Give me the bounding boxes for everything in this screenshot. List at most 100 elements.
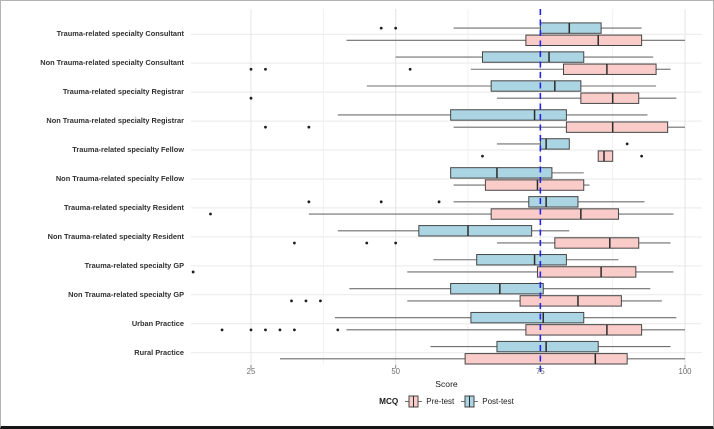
- box-rect: [562, 63, 657, 75]
- box-rect: [476, 254, 567, 266]
- x-tick-label: 100: [678, 367, 692, 376]
- boxplot-pre-test-row1: [346, 34, 686, 46]
- box-rect: [450, 167, 553, 179]
- box-rect: [484, 179, 585, 191]
- category-label: Non Trauma-related specialty Fellow: [55, 173, 184, 183]
- boxplot-pre-test-row4: [264, 121, 686, 133]
- pretest-boxplot-key-icon: [405, 395, 423, 408]
- boxplot-pre-test-row8: [293, 237, 671, 249]
- outlier-dot: [307, 200, 311, 204]
- boxplot-post-test-row12: [430, 340, 671, 353]
- outlier-dot: [640, 154, 644, 158]
- outlier-dot: [278, 328, 282, 332]
- legend-item-posttest: Post-test: [461, 395, 514, 408]
- x-axis-title: Score: [435, 379, 458, 389]
- category-label: Non Trauma-related specialty Resident: [47, 231, 184, 241]
- box-rect: [554, 237, 640, 249]
- box-rect: [418, 225, 533, 237]
- box-rect: [490, 208, 619, 220]
- boxplot-post-test-row11: [334, 311, 677, 324]
- box-rect: [525, 34, 643, 46]
- legend-title: MCQ: [379, 397, 399, 406]
- category-label: Rural Practice: [134, 347, 184, 357]
- box-rect: [565, 121, 669, 133]
- boxplot-pre-test-row6: [453, 179, 590, 191]
- outlier-dot: [307, 125, 311, 129]
- outlier-dot: [304, 299, 308, 303]
- outlier-dot: [264, 125, 267, 129]
- legend-label-pretest: Pre-test: [426, 397, 455, 406]
- box-rect: [490, 80, 582, 92]
- boxplot-pre-test-row3: [249, 92, 677, 104]
- outlier-dot: [264, 67, 267, 71]
- box-rect: [536, 266, 637, 278]
- boxplot-post-test-row3: [366, 80, 657, 92]
- boxplot-post-test-row1: [379, 22, 642, 34]
- category-label: Trauma-related specialty GP: [84, 260, 184, 270]
- category-label: Trauma-related specialty Registrar: [62, 87, 184, 97]
- outlier-dot: [293, 328, 296, 332]
- box-rect: [528, 196, 579, 208]
- outlier-dot: [249, 67, 253, 71]
- boxplot-pre-test-row9: [191, 266, 674, 278]
- box-rect: [464, 353, 628, 365]
- outlier-dot: [408, 67, 412, 71]
- category-label: Trauma-related specialty Consultant: [56, 29, 184, 39]
- boxplot-post-test-row9: [433, 254, 619, 266]
- posttest-boxplot-key-icon: [461, 395, 479, 408]
- legend-label-posttest: Post-test: [482, 397, 514, 406]
- boxplot-post-test-row2: [395, 51, 654, 63]
- box-rect: [481, 51, 585, 63]
- box-rect: [597, 150, 614, 162]
- outlier-dot: [379, 200, 383, 204]
- outlier-dot: [437, 200, 441, 204]
- boxplot-pre-test-row2: [249, 63, 671, 75]
- legend-item-pretest: Pre-test: [405, 395, 454, 408]
- category-label: Non Trauma-related specialty Registrar: [46, 116, 184, 126]
- outlier-dot: [625, 142, 629, 146]
- boxplot-post-test-row4: [337, 109, 648, 121]
- outlier-dot: [209, 212, 212, 216]
- boxplot-post-test-row5: [496, 138, 629, 150]
- box-rect: [580, 92, 640, 104]
- outlier-dot: [394, 26, 398, 30]
- outlier-dot: [365, 241, 369, 245]
- category-label: Non Trauma-related specialty GP: [68, 289, 184, 299]
- boxplot-post-test-row7: [307, 196, 645, 208]
- outlier-dot: [191, 270, 195, 274]
- box-rect: [519, 295, 622, 307]
- outlier-dot: [319, 299, 322, 303]
- boxplot-pre-test-row7: [209, 208, 674, 220]
- boxplot-post-test-row6: [450, 167, 584, 179]
- boxplot-pre-test-row5: [481, 150, 644, 162]
- outlier-dot: [249, 328, 253, 332]
- category-label: Trauma-related specialty Resident: [64, 202, 184, 212]
- x-tick-label: 75: [536, 367, 545, 376]
- outlier-dot: [249, 96, 253, 100]
- legend: MCQ Pre-test Post-test: [191, 395, 702, 408]
- box-rect: [539, 138, 570, 150]
- boxplot-pre-test-row12: [279, 353, 686, 365]
- box-rect: [470, 311, 585, 324]
- outlier-dot: [220, 328, 224, 332]
- boxplot-pre-test-row11: [220, 324, 686, 336]
- x-tick-label: 50: [391, 367, 401, 376]
- outlier-dot: [290, 299, 293, 303]
- box-rect: [450, 282, 544, 295]
- box-rect: [539, 22, 602, 34]
- outlier-dot: [264, 328, 267, 332]
- box-rect: [496, 340, 599, 353]
- outlier-dot: [394, 241, 398, 245]
- x-tick-label: 25: [246, 367, 256, 376]
- category-label: Trauma-related specialty Fellow: [72, 145, 184, 155]
- boxplot-post-test-row10: [349, 282, 651, 295]
- outlier-dot: [336, 328, 340, 332]
- box-rect: [450, 109, 567, 121]
- boxplot-pre-test-row10: [290, 295, 662, 307]
- boxplot-post-test-row8: [337, 225, 570, 237]
- outlier-dot: [293, 241, 296, 245]
- category-label: Urban Practice: [131, 318, 184, 328]
- outlier-dot: [481, 154, 484, 158]
